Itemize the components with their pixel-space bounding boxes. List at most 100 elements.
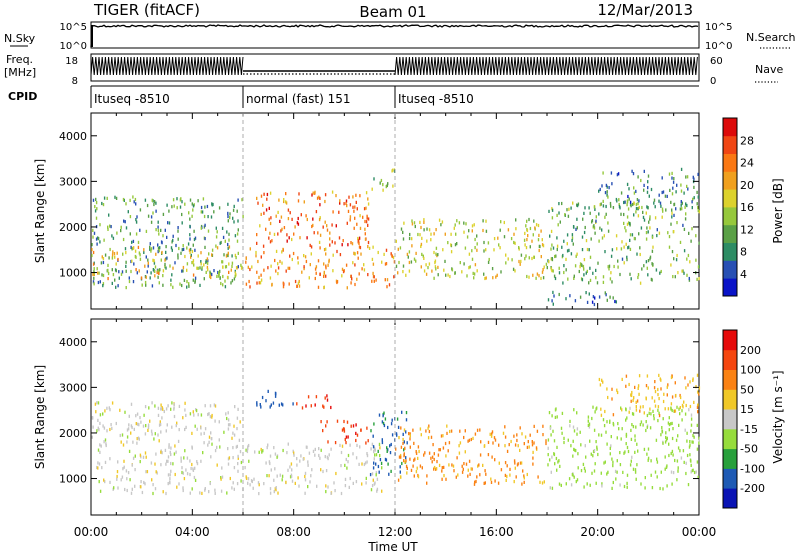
power-cell bbox=[114, 255, 116, 259]
velocity-cell bbox=[620, 437, 622, 441]
power-cell bbox=[187, 242, 190, 246]
velocity-cell bbox=[310, 474, 312, 478]
velocity-cell bbox=[592, 405, 594, 409]
power-cell bbox=[144, 280, 147, 285]
y-tick-label: 4000 bbox=[59, 336, 87, 349]
power-cell bbox=[423, 218, 425, 222]
power-cell bbox=[410, 260, 413, 264]
power-cell bbox=[191, 202, 193, 206]
velocity-cell bbox=[498, 443, 500, 447]
velocity-cell bbox=[656, 475, 658, 479]
power-cell bbox=[155, 209, 157, 213]
power-cell bbox=[518, 259, 520, 264]
power-cell bbox=[514, 241, 516, 245]
velocity-cell bbox=[549, 426, 552, 430]
velocity-cell bbox=[376, 487, 379, 491]
velocity-cell bbox=[697, 390, 699, 394]
power-cell bbox=[685, 202, 687, 206]
velocity-cell bbox=[91, 435, 93, 439]
velocity-cell bbox=[478, 463, 480, 467]
power-cell bbox=[262, 203, 264, 207]
power-cell bbox=[260, 273, 262, 277]
velocity-cell bbox=[455, 475, 457, 479]
power-colorbar-swatch bbox=[723, 189, 737, 208]
velocity-cell bbox=[659, 486, 661, 491]
velocity-cell bbox=[519, 448, 521, 452]
power-cell bbox=[683, 191, 685, 195]
velocity-cell bbox=[366, 460, 368, 464]
velocity-cell bbox=[287, 468, 289, 472]
power-cell bbox=[147, 214, 150, 218]
power-cell bbox=[392, 168, 394, 172]
velocity-cell bbox=[159, 420, 161, 424]
velocity-cell bbox=[318, 447, 320, 451]
velocity-cell bbox=[377, 464, 380, 469]
power-cell bbox=[213, 210, 215, 214]
velocity-cell bbox=[502, 431, 505, 435]
power-cell bbox=[371, 279, 373, 283]
power-cell bbox=[628, 245, 630, 249]
power-cell bbox=[371, 187, 373, 191]
power-cell bbox=[688, 276, 690, 281]
power-cell bbox=[619, 206, 621, 210]
power-scatter bbox=[91, 167, 700, 307]
velocity-cell bbox=[685, 461, 687, 465]
velocity-cell bbox=[630, 393, 633, 398]
velocity-cell bbox=[584, 444, 586, 448]
power-cell bbox=[608, 186, 610, 190]
velocity-cell bbox=[554, 415, 557, 419]
power-cell bbox=[312, 217, 314, 221]
velocity-cell bbox=[122, 443, 125, 447]
velocity-cell bbox=[698, 436, 700, 440]
power-cell bbox=[563, 270, 565, 275]
power-cell bbox=[102, 257, 105, 261]
velocity-cell bbox=[458, 451, 461, 455]
power-cell bbox=[583, 230, 586, 235]
power-cell bbox=[331, 240, 333, 244]
velocity-cell bbox=[369, 473, 372, 477]
velocity-cell bbox=[426, 481, 428, 485]
power-cell bbox=[101, 201, 103, 206]
power-cell bbox=[153, 261, 156, 265]
velocity-cell bbox=[96, 401, 98, 405]
velocity-cell bbox=[189, 459, 191, 463]
power-cell bbox=[647, 259, 650, 263]
power-cell bbox=[233, 277, 236, 281]
power-cell bbox=[177, 256, 179, 260]
velocity-cell bbox=[137, 422, 139, 426]
velocity-cell bbox=[635, 477, 637, 481]
power-cell bbox=[392, 184, 394, 188]
power-cell bbox=[127, 210, 129, 214]
power-cell bbox=[95, 197, 97, 201]
velocity-colorbar-swatch bbox=[723, 409, 737, 430]
velocity-cell bbox=[375, 462, 377, 466]
velocity-cell bbox=[194, 424, 196, 428]
x-tick-label: 00:00 bbox=[74, 525, 109, 539]
power-cell bbox=[317, 285, 320, 289]
velocity-cell bbox=[387, 462, 389, 466]
velocity-cell bbox=[519, 426, 521, 430]
velocity-cell bbox=[269, 491, 272, 495]
velocity-cell bbox=[203, 431, 205, 435]
power-cell bbox=[391, 254, 393, 258]
power-cell bbox=[651, 235, 654, 239]
velocity-cell bbox=[389, 444, 391, 448]
power-cell bbox=[583, 258, 586, 262]
velocity-cell bbox=[322, 469, 324, 474]
cpid-segment-label: Ituseq -8510 bbox=[94, 92, 170, 106]
velocity-cell bbox=[175, 450, 177, 454]
power-cell bbox=[329, 231, 331, 235]
velocity-cell bbox=[210, 431, 212, 435]
power-cell bbox=[397, 271, 399, 275]
power-cell bbox=[342, 239, 344, 243]
velocity-cell bbox=[594, 462, 596, 466]
velocity-cell bbox=[553, 452, 556, 457]
power-cell bbox=[637, 275, 639, 280]
velocity-cell bbox=[300, 454, 302, 458]
power-cell bbox=[249, 285, 251, 289]
power-cell bbox=[498, 243, 500, 247]
velocity-cell bbox=[182, 416, 184, 420]
power-cell bbox=[550, 229, 553, 233]
velocity-cell bbox=[463, 462, 465, 466]
power-cell bbox=[132, 195, 134, 199]
